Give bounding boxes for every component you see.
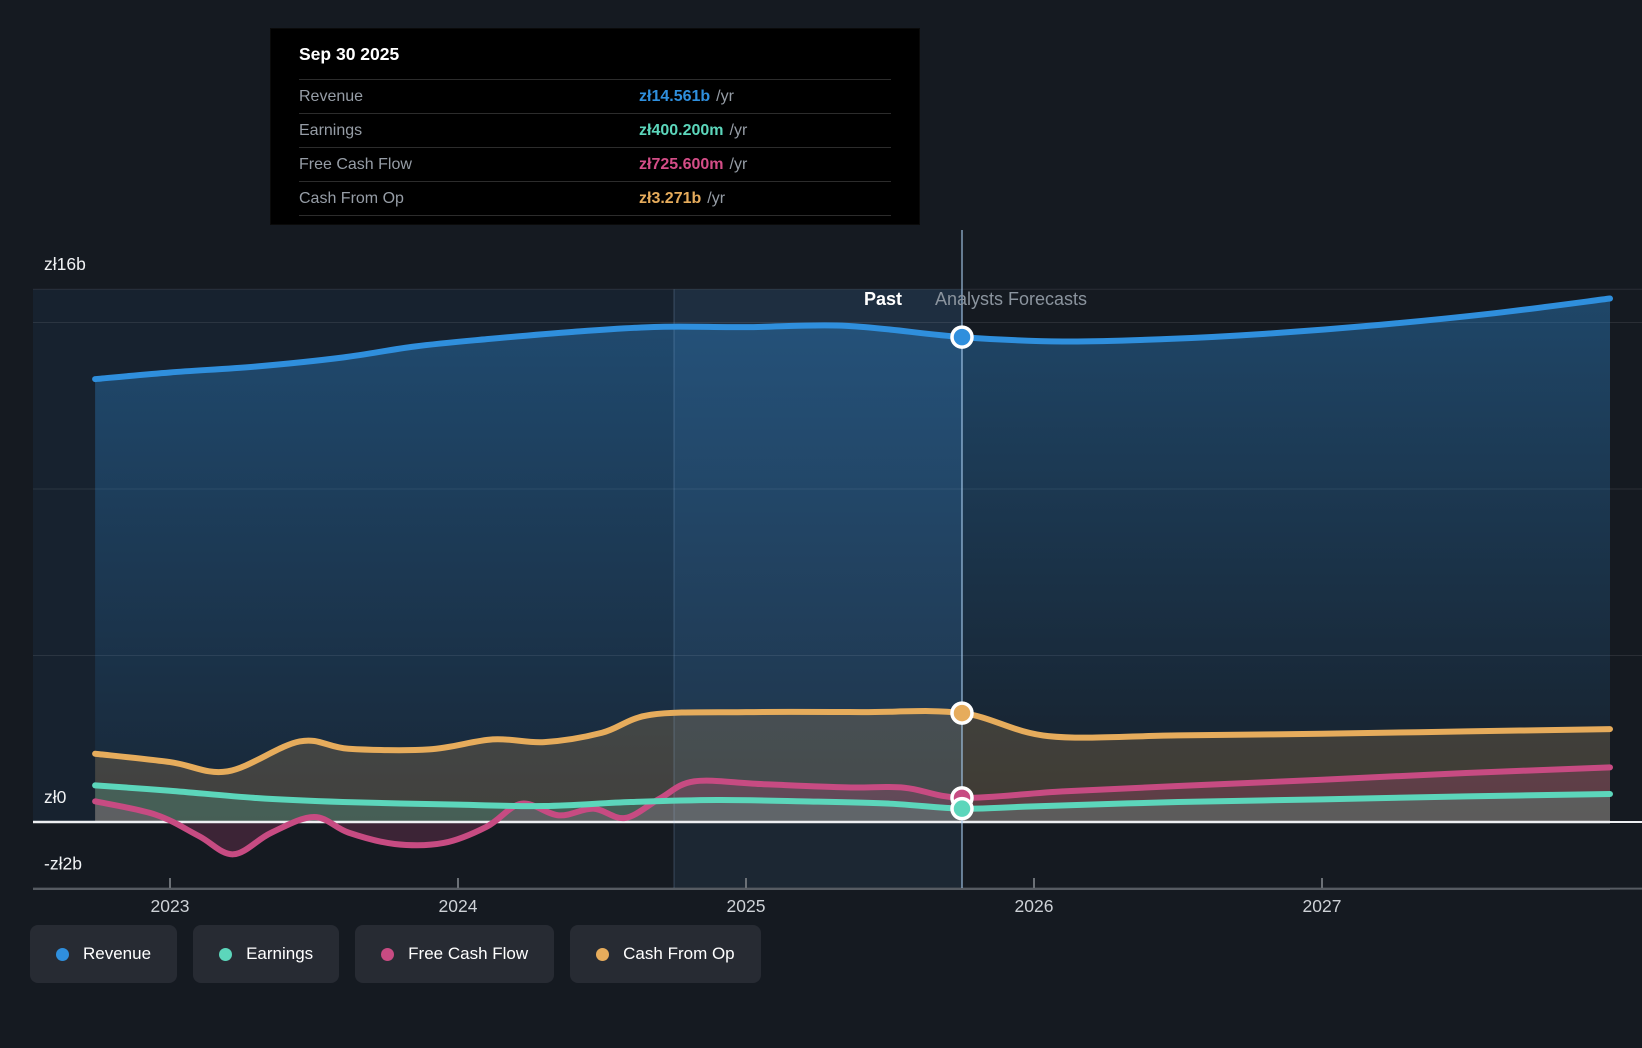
legend-label: Earnings — [246, 944, 314, 963]
marker-cash-from-op[interactable] — [950, 701, 974, 725]
tooltip-row-earnings: Earnings zł400.200m /yr — [299, 113, 891, 147]
legend-free-cash-flow[interactable]: Free Cash Flow — [355, 925, 555, 983]
legend-label: Revenue — [83, 944, 152, 963]
analysts-forecasts-label: Analysts Forecasts — [935, 289, 1087, 309]
area-revenue — [95, 298, 1611, 822]
line-free-cash-flow — [92, 764, 1613, 858]
legend-earnings[interactable]: Earnings — [193, 925, 340, 983]
chart-tooltip: Sep 30 2025 Revenue zł14.561b /yr Earnin… — [270, 28, 920, 225]
chart-legend: Revenue Earnings Free Cash Flow Cash From O… — [30, 925, 761, 983]
tooltip-row-cash-from-op: Cash From Op zł3.271b /yr — [299, 181, 891, 216]
marker-earnings[interactable] — [950, 796, 974, 821]
y-axis-label: zł16b — [44, 254, 86, 274]
x-axis-label-2025: 2025 — [727, 896, 766, 916]
legend-label: Cash From Op — [623, 944, 735, 963]
legend-revenue[interactable]: Revenue — [30, 925, 178, 983]
x-axis-label-2026: 2026 — [1015, 896, 1054, 916]
line-earnings — [92, 782, 1613, 812]
y-axis-label: zł0 — [44, 787, 67, 807]
marker-revenue[interactable] — [950, 325, 974, 349]
legend-dot-icon — [219, 947, 233, 961]
tooltip-date: Sep 30 2025 — [299, 43, 400, 64]
tooltip-row-revenue: Revenue zł14.561b /yr — [299, 79, 891, 113]
legend-cash-from-op[interactable]: Cash From Op — [570, 925, 761, 983]
line-revenue — [92, 295, 1613, 383]
past-label: Past — [864, 289, 902, 309]
x-axis-label-2027: 2027 — [1303, 896, 1342, 916]
x-axis-label-2023: 2023 — [151, 896, 190, 916]
x-axis-label-2024: 2024 — [439, 896, 478, 916]
legend-dot-icon — [56, 947, 69, 961]
legend-label: Free Cash Flow — [408, 944, 529, 963]
y-axis-label: -zł2b — [44, 854, 82, 874]
line-cash-from-op — [92, 708, 1613, 776]
legend-dot-icon — [596, 947, 610, 961]
tooltip-row-free-cash-flow: Free Cash Flow zł725.600m /yr — [299, 147, 891, 181]
area-cash-from-op — [95, 711, 1611, 822]
legend-dot-icon — [381, 947, 395, 961]
